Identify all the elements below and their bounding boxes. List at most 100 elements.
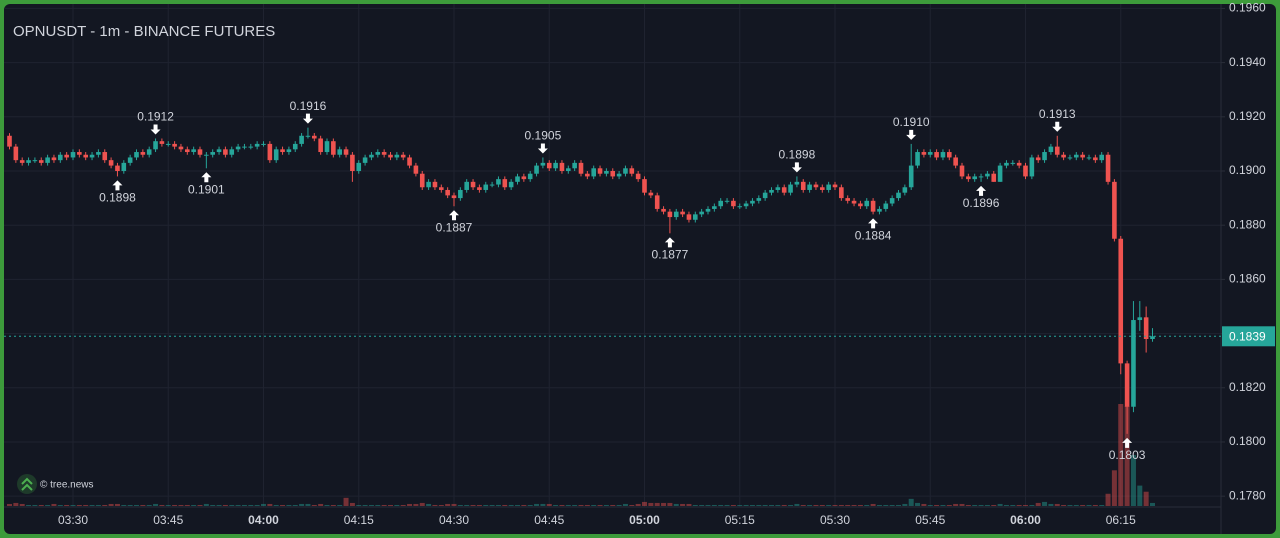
candle-body (127, 157, 133, 163)
volume-bar (1092, 504, 1098, 506)
volume-bar (984, 504, 990, 506)
volume-bar (362, 504, 368, 506)
candle-body (934, 152, 939, 158)
candle-body (775, 187, 781, 190)
volume-bar (134, 504, 139, 506)
volume-bar (788, 504, 794, 506)
volume-bar (13, 502, 19, 506)
candle-body (70, 152, 76, 158)
volume-bar (940, 504, 946, 506)
x-tick-label: 05:45 (915, 513, 945, 527)
candle-body (566, 168, 571, 171)
volume-bar (1023, 504, 1028, 506)
candle-body (134, 152, 139, 158)
y-tick-label: 0.1900 (1229, 163, 1266, 177)
volume-bar (902, 503, 908, 506)
volume-bar (965, 504, 971, 506)
candle-body (45, 157, 50, 163)
candle-body (889, 198, 895, 204)
candle-body (788, 184, 793, 193)
volume-bar (241, 504, 247, 506)
volume-bar (1003, 504, 1009, 506)
candle-body (762, 192, 768, 199)
candle-body (185, 149, 190, 153)
candle-body (210, 152, 215, 155)
x-tick-label: 03:30 (58, 513, 88, 527)
candle-body (337, 149, 342, 155)
candle-body (477, 187, 482, 190)
volume-bar (1054, 503, 1060, 506)
volume-bar (883, 504, 889, 506)
candle-body (832, 184, 838, 188)
volume-bar (178, 504, 184, 506)
volume-bar (1124, 406, 1130, 506)
candle-body (883, 203, 889, 209)
volume-bar (718, 504, 724, 506)
volume-bar (775, 504, 781, 506)
candle-body (699, 211, 704, 215)
volume-bar (76, 504, 82, 506)
volume-bar (83, 504, 89, 506)
volume-bar (222, 504, 228, 506)
low-label: 0.1803 (1109, 448, 1146, 462)
volume-bar (673, 503, 679, 506)
watermark: © tree.news (40, 480, 94, 491)
candle-body (7, 135, 12, 147)
candle-body (534, 165, 539, 174)
candle-body (820, 187, 825, 190)
volume-bar (915, 502, 921, 506)
candle-body (572, 162, 577, 169)
candle-body (737, 206, 743, 208)
chart-background (4, 4, 1276, 534)
volume-bar (26, 504, 32, 506)
candle-body (394, 154, 400, 158)
candle-body (458, 189, 463, 199)
low-label: 0.1877 (652, 247, 689, 261)
candle-body (312, 135, 317, 139)
candle-body (1061, 154, 1066, 158)
high-label: 0.1916 (290, 99, 327, 113)
candle-body (96, 152, 101, 155)
candle-body (280, 149, 285, 153)
candle-body (864, 200, 870, 207)
candle-body (254, 143, 260, 147)
volume-bar (521, 504, 527, 506)
y-tick-label: 0.1780 (1229, 488, 1266, 502)
volume-bar (781, 504, 787, 506)
volume-bar (889, 504, 895, 506)
chart-title: OPNUSDT - 1m - BINANCE FUTURES (13, 23, 275, 40)
candle-body (940, 152, 946, 158)
volume-bar (299, 503, 305, 506)
candle-body (38, 160, 44, 163)
candle-body (445, 189, 450, 196)
volume-bar (51, 503, 57, 506)
candle-body (261, 143, 266, 145)
volume-bar (546, 503, 552, 506)
candle-body (229, 149, 235, 155)
annotation-arrow (112, 180, 123, 191)
candle-body (845, 198, 850, 201)
volume-bar (870, 503, 876, 506)
y-tick-label: 0.1860 (1229, 272, 1266, 286)
candle-body (705, 208, 711, 212)
volume-bar (140, 504, 146, 506)
candle-body (1093, 157, 1098, 161)
candle-body (483, 184, 489, 190)
volume-bar (89, 504, 95, 506)
volume-bar (584, 504, 590, 506)
candle-body (1016, 162, 1022, 166)
volume-bar (908, 498, 914, 506)
candle-body (1150, 336, 1155, 339)
volume-bar (375, 504, 381, 506)
x-tick-label: 06:15 (1106, 513, 1136, 527)
volume-bar (667, 502, 673, 506)
candle-body (432, 181, 438, 188)
candle-body (629, 168, 635, 174)
candle-body (553, 162, 558, 169)
volume-bar (203, 503, 209, 506)
candle-body (299, 135, 304, 144)
candle-body (953, 157, 958, 166)
candle-body (997, 165, 1003, 182)
candle-body (985, 173, 990, 177)
